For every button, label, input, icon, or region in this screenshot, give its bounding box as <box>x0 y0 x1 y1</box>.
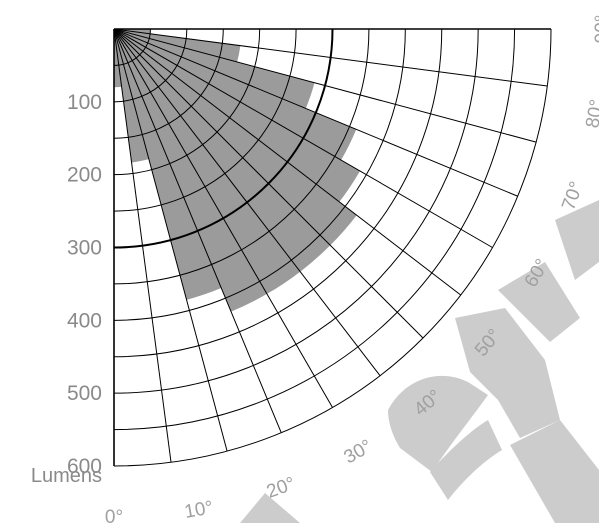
radial-tick-label: 100 <box>67 91 102 114</box>
spoke-45 <box>113 28 424 339</box>
radial-tick-label: 600 <box>67 455 102 478</box>
sector-22.5-30 <box>114 29 267 312</box>
grid-layer <box>113 28 552 467</box>
watermark-shape <box>498 262 580 342</box>
angular-tick-label: 10° <box>183 497 215 523</box>
watermark-shape <box>455 308 560 438</box>
angular-tick-label: 80° <box>582 98 599 130</box>
spoke-22.5 <box>113 28 282 433</box>
radial-tick-label: 300 <box>67 237 102 260</box>
spoke-75 <box>113 28 537 143</box>
angular-tick-label: 30° <box>341 436 376 469</box>
watermark-layer <box>240 200 599 523</box>
watermark-shape <box>388 375 488 472</box>
sector-60-67.5 <box>114 29 357 161</box>
sector-37.5-45 <box>114 29 331 272</box>
angular-tick-label: 20° <box>264 473 298 503</box>
watermark-shape <box>510 420 599 523</box>
spoke-60 <box>113 28 493 248</box>
angular-tick-label: 90° <box>592 15 599 44</box>
spoke-37.5 <box>113 28 381 377</box>
spoke-7.5 <box>113 28 172 463</box>
sector-67.5-75 <box>114 29 315 109</box>
spoke-82.5 <box>113 28 548 87</box>
radial-unit-label: Lumens <box>31 465 102 487</box>
sector-45-52.5 <box>114 29 357 246</box>
radial-tick-label: 200 <box>67 164 102 187</box>
watermark-shape <box>430 420 502 500</box>
spoke-52.5 <box>113 28 462 296</box>
watermark-shape <box>555 200 599 280</box>
spoke-15 <box>113 28 228 452</box>
angular-tick-label: 0° <box>105 507 123 523</box>
watermark-shape <box>240 493 300 523</box>
sectors-layer <box>114 29 360 312</box>
spoke-67.5 <box>113 28 518 197</box>
sector-30-37.5 <box>114 29 301 294</box>
radial-tick-label: 400 <box>67 309 102 332</box>
radial-tick-label: 500 <box>67 382 102 405</box>
sector-52.5-60 <box>114 29 360 202</box>
spoke-30 <box>113 28 333 408</box>
